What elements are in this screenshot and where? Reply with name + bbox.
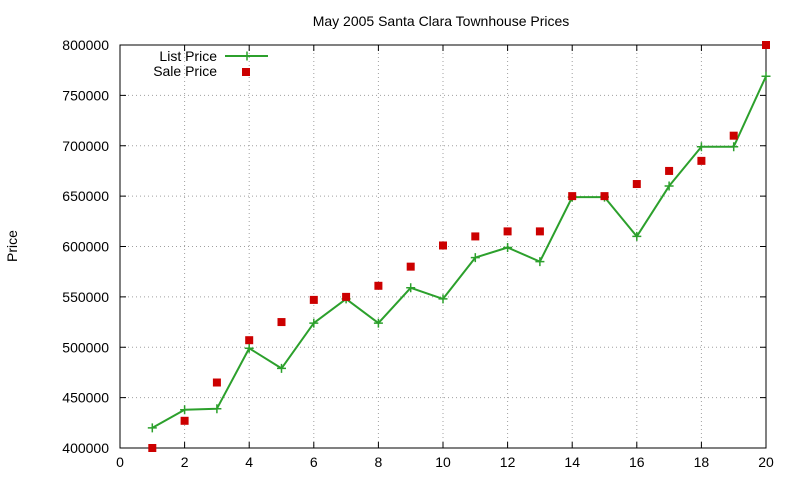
sale-price-point (697, 156, 706, 165)
list-price-point (180, 405, 190, 415)
list-price-point (147, 423, 157, 433)
series-line-list-price (151, 75, 767, 429)
sale-price-point (471, 232, 480, 241)
x-tick-label: 16 (629, 454, 645, 470)
sale-price-point (665, 166, 674, 175)
chart-title: May 2005 Santa Clara Townhouse Prices (313, 13, 570, 29)
y-tick-label: 400000 (62, 440, 109, 456)
sale-price-point (439, 241, 447, 250)
y-tick-label: 500000 (62, 339, 109, 355)
list-price-point (535, 257, 545, 267)
sale-price-point (374, 281, 383, 290)
x-tick-label: 0 (116, 454, 124, 470)
y-tick-label: 700000 (62, 138, 109, 154)
x-tick-label: 6 (310, 454, 318, 470)
tick-layer: 0 2 4 6 8 10 12 14 16 18 20 400000 450000 500000 55000… (62, 37, 774, 470)
x-tick-label: 10 (435, 454, 451, 470)
list-price-point (664, 181, 674, 191)
x-tick-label: 20 (758, 454, 774, 470)
sale-price-point (762, 41, 770, 49)
x-tick-label: 2 (181, 454, 189, 470)
y-tick-label: 750000 (62, 87, 109, 103)
legend-marker-list-price (242, 51, 252, 61)
list-price-point (244, 343, 254, 353)
legend-label-sale-price: Sale Price (153, 63, 217, 79)
list-price-point (406, 283, 416, 293)
sale-price-point (277, 318, 286, 327)
sale-price-point (342, 292, 351, 301)
x-tick-label: 4 (245, 454, 253, 470)
list-price-point (503, 243, 513, 253)
y-axis-label: Price (4, 230, 20, 262)
y-tick-label: 550000 (62, 289, 109, 305)
sale-price-point (600, 192, 609, 201)
sale-price-point (245, 336, 254, 345)
sale-price-point (535, 227, 544, 236)
x-tick-label: 12 (500, 454, 516, 470)
sale-price-point (180, 416, 189, 425)
series-layer (147, 41, 771, 452)
list-price-point (309, 318, 319, 328)
sale-price-point (406, 262, 415, 271)
list-price-point (470, 253, 480, 263)
legend-marker-sale-price (242, 68, 250, 76)
list-price-point (438, 294, 448, 304)
legend: List Price Sale Price (153, 48, 268, 79)
x-tick-label: 8 (375, 454, 383, 470)
list-price-point (761, 71, 771, 81)
x-tick-label: 18 (694, 454, 710, 470)
sale-price-point (632, 180, 641, 189)
y-tick-label: 600000 (62, 239, 109, 255)
sale-price-point (729, 131, 738, 140)
legend-label-list-price: List Price (159, 48, 217, 64)
sale-price-point (503, 227, 512, 236)
x-tick-label: 14 (564, 454, 580, 470)
list-price-point (729, 142, 739, 152)
sale-price-point (212, 378, 221, 387)
y-tick-label: 650000 (62, 188, 109, 204)
y-tick-label: 450000 (62, 390, 109, 406)
list-price-point (277, 363, 286, 373)
list-price-point (696, 142, 706, 152)
list-price-point (373, 318, 383, 328)
sale-price-point (148, 444, 157, 452)
sale-price-point (309, 295, 318, 304)
y-tick-label: 800000 (62, 37, 109, 53)
list-price-point (632, 231, 642, 241)
list-price-point (212, 404, 222, 414)
sale-price-point (568, 192, 577, 201)
